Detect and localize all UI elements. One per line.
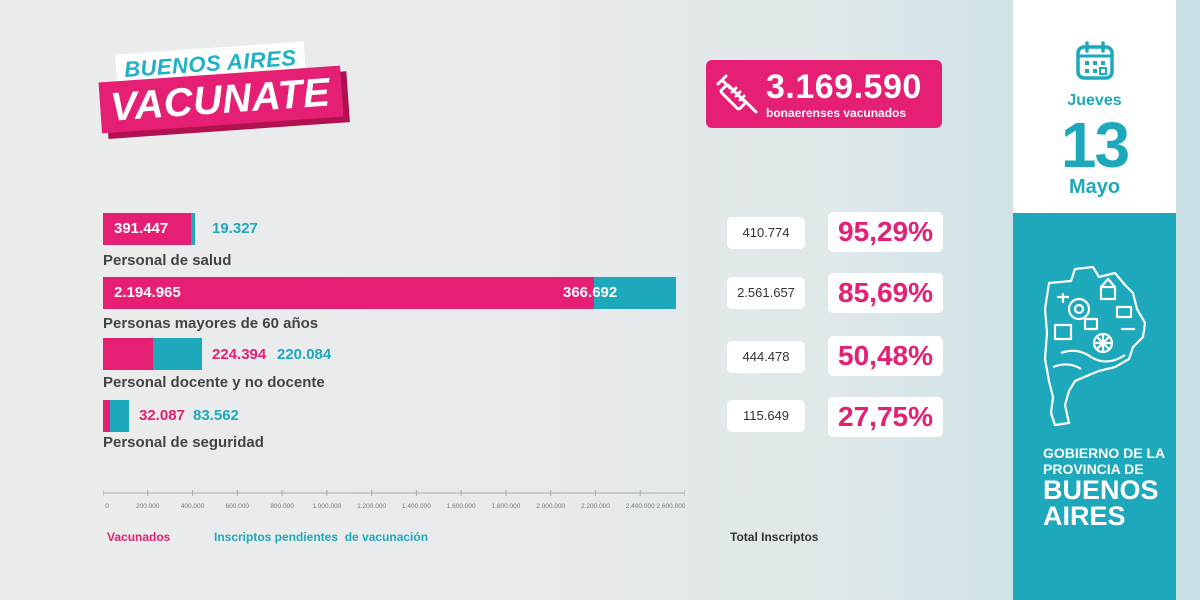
- government-text-4: AIRES: [1043, 501, 1126, 531]
- bar-vaccinated-docente: [103, 338, 154, 370]
- x-tick-label: 1.800.000: [491, 503, 520, 510]
- date-day: 13: [1060, 109, 1130, 181]
- category-label-seguridad: Personal de seguridad: [103, 434, 264, 451]
- x-tick-label: 600.000: [226, 503, 250, 510]
- label-pending-mayores: 366.692: [563, 284, 618, 301]
- total-box-salud: 410.774: [727, 217, 805, 249]
- province-map-icon: [1043, 265, 1147, 427]
- date-month: Mayo: [1068, 176, 1121, 198]
- label-vaccinated-mayores: 2.194.965: [114, 284, 181, 301]
- x-tick-label: 2.200.000: [581, 503, 610, 510]
- government-panel: GOBIERNO DE LA PROVINCIA DE BUENOS AIRES: [1013, 213, 1176, 600]
- x-tick-label: 200.000: [136, 503, 160, 510]
- date-panel: Jueves 13 Mayo: [1013, 0, 1176, 213]
- percent-box-mayores: 85,69%: [828, 273, 943, 313]
- bar-vaccinated-salud: [103, 213, 191, 245]
- x-tick-label: 800.000: [270, 503, 294, 510]
- government-line-1: GOBIERNO DE LA PROVINCIA DE: [1043, 445, 1165, 477]
- x-tick-label: 2.000.000: [536, 503, 565, 510]
- government-line-2: BUENOS AIRES: [1043, 475, 1159, 531]
- label-vaccinated-docente: 224.394: [212, 346, 267, 363]
- category-label-mayores: Personas mayores de 60 años: [103, 315, 319, 332]
- label-pending-salud: 19.327: [212, 220, 258, 237]
- total-vaccinated-label: bonaerenses vacunados: [766, 106, 907, 120]
- total-vaccinated-badge: 3.169.590 bonaerenses vacunados: [706, 60, 942, 128]
- x-tick-label: 1.000.000: [312, 503, 341, 510]
- percent-box-seguridad: 27,75%: [828, 397, 943, 437]
- x-tick-label: 2.400.000: [626, 503, 655, 510]
- government-text-3: BUENOS: [1043, 475, 1159, 505]
- bar-pending-seguridad: [110, 400, 129, 432]
- x-tick-label: 0: [105, 503, 109, 510]
- bar-vaccinated-seguridad: [103, 400, 111, 432]
- label-pending-seguridad: 83.562: [193, 407, 239, 424]
- bar-pending-mayores: [594, 277, 677, 309]
- label-vaccinated-seguridad: 32.087: [139, 407, 185, 424]
- total-box-seguridad: 115.649: [727, 400, 805, 432]
- government-text-2: PROVINCIA DE: [1043, 461, 1144, 477]
- x-tick-label: 2.600.000: [657, 503, 685, 510]
- government-text-1: GOBIERNO DE LA: [1043, 445, 1166, 461]
- x-axis: 0 200.000 400.000 600.000 800.000 1.000.000 1.…: [103, 490, 685, 510]
- bar-vaccinated-mayores: [103, 277, 595, 309]
- vacunate-logo: BUENOS AIRES VACUNATE: [98, 41, 344, 143]
- x-tick-label: 1.200.000: [357, 503, 386, 510]
- date-weekday: Jueves: [1067, 92, 1122, 109]
- label-pending-docente: 220.084: [277, 346, 332, 363]
- total-vaccinated-value: 3.169.590: [766, 68, 922, 106]
- legend-total: Total Inscriptos: [730, 530, 819, 544]
- bar-pending-docente: [153, 338, 203, 370]
- x-tick-label: 400.000: [181, 503, 205, 510]
- legend-vaccinated: Vacunados: [107, 530, 171, 544]
- calendar-icon: [1076, 41, 1114, 80]
- percent-box-docente: 50,48%: [828, 336, 943, 376]
- total-box-docente: 444.478: [727, 341, 805, 373]
- x-tick-label: 1.400.000: [402, 503, 431, 510]
- category-label-salud: Personal de salud: [103, 252, 232, 269]
- bar-pending-salud: [190, 213, 195, 245]
- percent-box-salud: 95,29%: [828, 212, 943, 252]
- legend-pending: Inscriptos pendientes de vacunación: [214, 530, 429, 544]
- category-label-docente: Personal docente y no docente: [103, 374, 325, 391]
- total-box-mayores: 2.561.657: [727, 277, 805, 309]
- syringe-icon: [716, 74, 758, 114]
- x-tick-label: 1.600.000: [447, 503, 476, 510]
- label-vaccinated-salud: 391.447: [114, 220, 169, 237]
